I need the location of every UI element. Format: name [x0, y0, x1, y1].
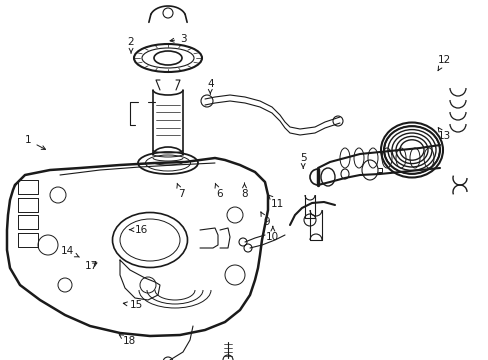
Text: 9: 9 — [260, 212, 269, 228]
Text: 18: 18 — [119, 335, 136, 346]
Text: 8: 8 — [241, 183, 247, 199]
Text: 12: 12 — [436, 55, 450, 71]
Text: 17: 17 — [85, 261, 99, 271]
Text: 6: 6 — [215, 183, 222, 199]
Text: 16: 16 — [129, 225, 148, 235]
Text: 14: 14 — [61, 246, 79, 257]
Text: 7: 7 — [177, 183, 184, 199]
Text: 3: 3 — [170, 34, 186, 44]
Text: 13: 13 — [436, 127, 450, 141]
Text: 11: 11 — [268, 195, 284, 210]
Text: 5: 5 — [299, 153, 306, 168]
Text: 10: 10 — [266, 226, 279, 242]
Text: 15: 15 — [123, 300, 143, 310]
Text: 2: 2 — [127, 37, 134, 53]
Text: 1: 1 — [25, 135, 45, 149]
Text: 4: 4 — [206, 78, 213, 94]
